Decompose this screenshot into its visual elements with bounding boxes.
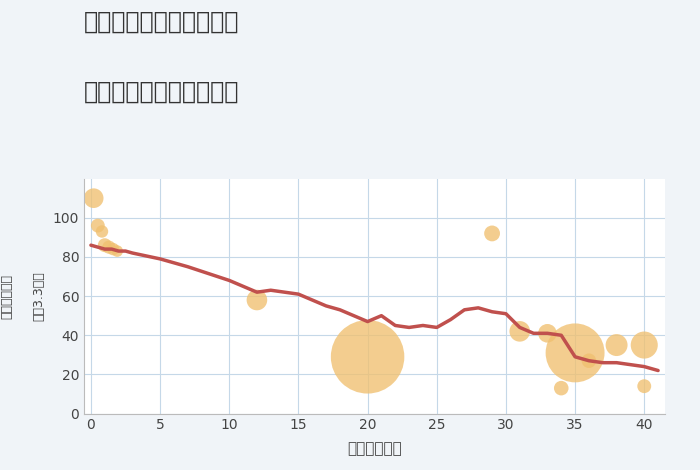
Point bbox=[88, 195, 99, 202]
Point bbox=[556, 384, 567, 392]
Point bbox=[251, 296, 262, 304]
Text: 築年数別中古戸建て価格: 築年数別中古戸建て価格 bbox=[84, 80, 239, 104]
Point bbox=[514, 328, 525, 335]
Point bbox=[486, 230, 498, 237]
Point bbox=[570, 349, 581, 357]
Point bbox=[104, 243, 115, 251]
Point bbox=[638, 383, 650, 390]
Point bbox=[362, 353, 373, 360]
X-axis label: 築年数（年）: 築年数（年） bbox=[347, 441, 402, 456]
Text: 兵庫県西宮市生瀬高台の: 兵庫県西宮市生瀬高台の bbox=[84, 9, 239, 33]
Point bbox=[611, 341, 622, 349]
Point bbox=[111, 247, 122, 255]
Point bbox=[108, 245, 119, 253]
Point bbox=[97, 228, 108, 235]
Text: 単価（万円）: 単価（万円） bbox=[1, 274, 13, 319]
Point bbox=[583, 357, 594, 365]
Point bbox=[92, 222, 104, 229]
Text: 坪（3.3㎡）: 坪（3.3㎡） bbox=[32, 271, 45, 321]
Point bbox=[638, 341, 650, 349]
Point bbox=[542, 329, 553, 337]
Point bbox=[99, 242, 111, 249]
